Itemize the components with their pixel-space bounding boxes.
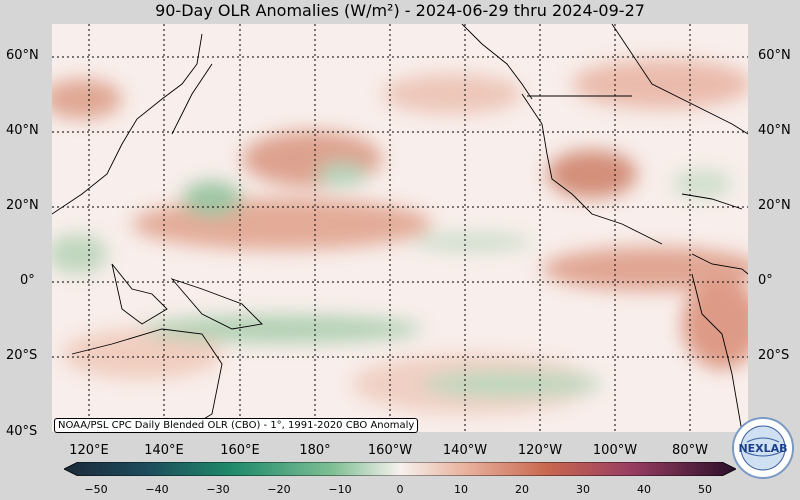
lon-label: 120°E (69, 443, 109, 458)
lon-label: 140°E (144, 443, 184, 458)
colorbar-tick: −50 (84, 483, 108, 496)
lon-label: 160°E (220, 443, 260, 458)
positive-anomaly (62, 329, 222, 379)
positive-anomaly (547, 150, 637, 198)
positive-anomaly (542, 247, 748, 291)
coastlines (52, 24, 748, 432)
positive-anomaly (382, 74, 522, 114)
graticule (52, 24, 748, 432)
lat-label-right: 20°S (758, 348, 790, 363)
nexlab-logo[interactable]: NEXLAB (731, 416, 795, 480)
colorbar-tick: −30 (206, 483, 230, 496)
map-title: 90-Day OLR Anomalies (W/m²) - 2024-06-29… (155, 1, 645, 20)
lon-label: 100°W (592, 443, 638, 458)
lon-label: 180° (299, 443, 331, 458)
colorbar-tick: 20 (515, 483, 529, 496)
colorbar-tick: −40 (145, 483, 169, 496)
lon-label: 80°W (672, 443, 708, 458)
negative-anomaly (672, 170, 732, 198)
negative-anomaly (317, 162, 367, 186)
colorbar-tick: 50 (698, 483, 712, 496)
lat-label-left: 0° (20, 273, 35, 288)
data-source-credit: NOAA/PSL CPC Daily Blended OLR (CBO) - 1… (54, 418, 419, 433)
colorbar-tick: 30 (576, 483, 590, 496)
lat-label-right: 20°N (758, 198, 791, 213)
lon-label: 160°W (367, 443, 413, 458)
colorbar-tick: 0 (396, 483, 404, 496)
lat-label-right: 40°N (758, 123, 791, 138)
lon-label: 120°W (517, 443, 563, 458)
positive-anomaly (132, 198, 432, 250)
lat-label-right: 0° (758, 273, 773, 288)
colorbar-tick: −20 (267, 483, 291, 496)
colorbar-tick: −10 (328, 483, 352, 496)
positive-anomaly (52, 79, 122, 119)
negative-anomaly (52, 234, 107, 274)
positive-anomaly (572, 59, 748, 109)
colorbar-tick: 10 (454, 483, 468, 496)
lat-label-left: 20°S (6, 348, 38, 363)
lon-label: 140°W (442, 443, 488, 458)
negative-anomaly (182, 181, 242, 217)
colorbar (64, 462, 736, 476)
lat-label-left: 20°N (6, 198, 39, 213)
lat-label-left: 40°S (6, 424, 38, 439)
olr-anomaly-map (52, 24, 748, 432)
negative-anomaly (142, 315, 422, 343)
lat-label-left: 60°N (6, 48, 39, 63)
colorbar-tick: 40 (637, 483, 651, 496)
negative-anomaly (412, 234, 532, 250)
lat-label-left: 40°N (6, 123, 39, 138)
anomaly-field (52, 24, 748, 432)
lat-label-right: 60°N (758, 48, 791, 63)
negative-anomaly (422, 370, 602, 398)
positive-anomaly (682, 279, 748, 369)
logo-text: NEXLAB (738, 442, 787, 455)
